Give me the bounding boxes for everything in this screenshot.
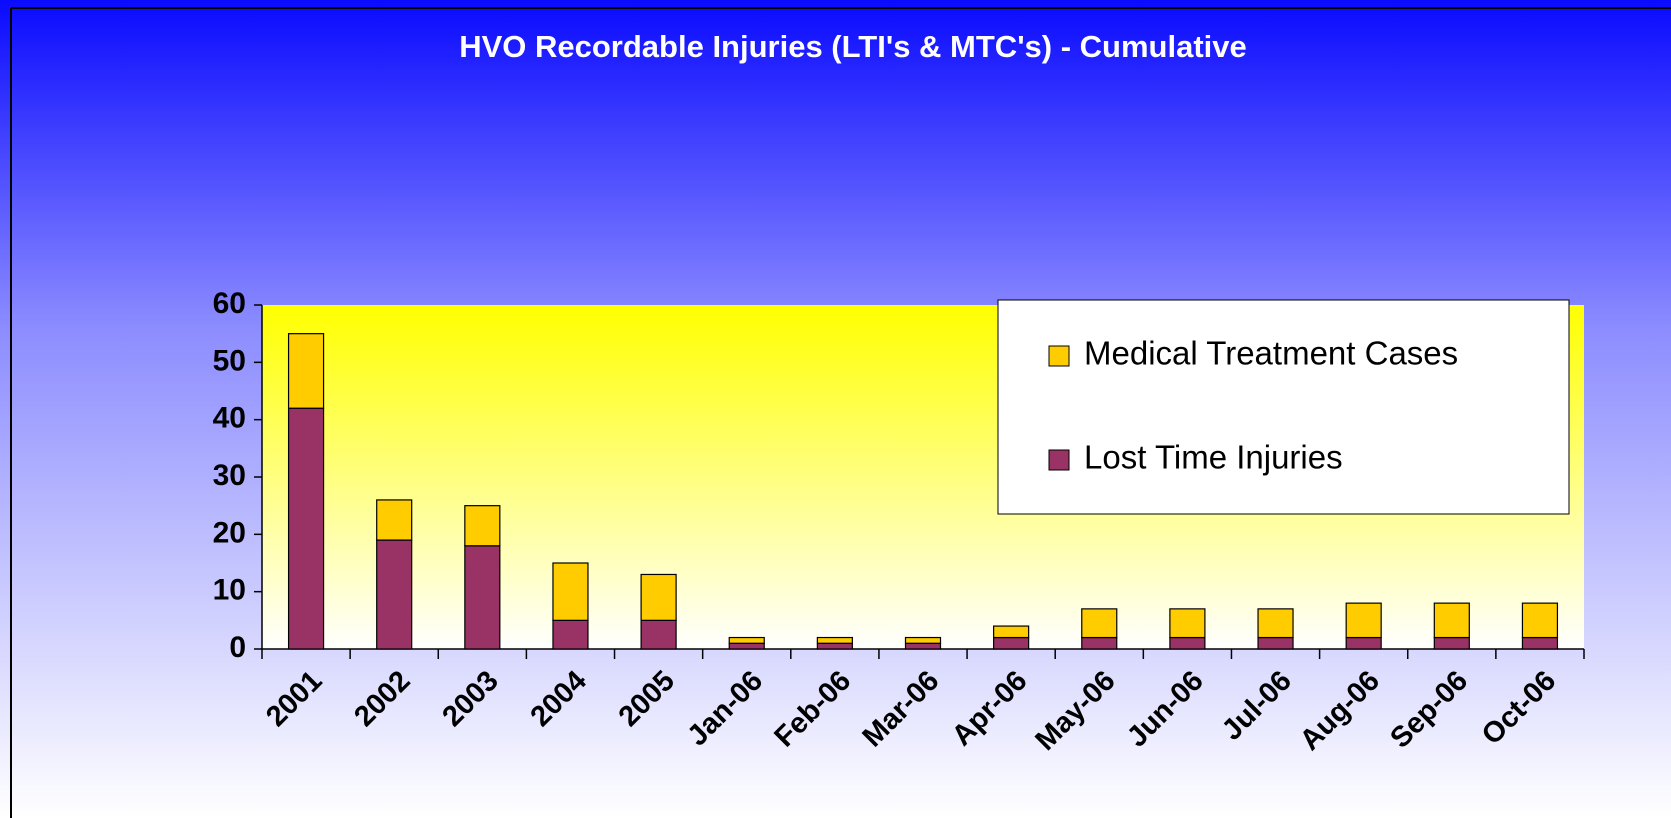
bar-segment [552, 619, 589, 650]
legend-swatch [1048, 345, 1070, 367]
y-tick-label: 40 [213, 402, 246, 435]
y-tick-label: 10 [213, 574, 246, 607]
bar-segment [1169, 608, 1206, 639]
bar-segment [1433, 636, 1470, 650]
y-tick-label: 20 [213, 516, 246, 549]
bar-segment [287, 407, 325, 650]
bar-segment [640, 619, 677, 650]
legend-swatch [1048, 449, 1070, 471]
bar-segment [993, 636, 1030, 650]
bar-segment [904, 636, 942, 644]
y-tick-label: 0 [229, 631, 246, 664]
bar-segment [1521, 602, 1559, 639]
bar-segment [728, 642, 765, 650]
bar-segment [816, 642, 853, 650]
legend-box [997, 299, 1570, 515]
y-tick-label: 60 [213, 287, 246, 320]
bar-segment [464, 505, 501, 547]
chart-title: HVO Recordable Injuries (LTI's & MTC's) … [459, 29, 1247, 64]
bar-segment [552, 562, 589, 621]
bar-segment [1169, 636, 1206, 650]
bar-segment [816, 636, 853, 644]
bar-segment [1345, 602, 1382, 639]
bar-segment [1081, 636, 1118, 650]
y-tick-label: 50 [213, 344, 246, 377]
bar-segment [376, 539, 413, 650]
bar-segment [728, 636, 765, 644]
bar-segment [1433, 602, 1470, 639]
bar-segment [1345, 636, 1382, 650]
bar-segment [376, 499, 413, 541]
bar-segment [1521, 636, 1559, 650]
legend-label: Medical Treatment Cases [1084, 335, 1458, 372]
y-tick-label: 30 [213, 459, 246, 492]
bar-segment [1257, 636, 1294, 650]
bar-segment [464, 545, 501, 650]
bar-segment [1081, 608, 1118, 639]
bar-segment [904, 642, 942, 650]
bar-segment [287, 333, 325, 409]
bar-segment [993, 625, 1030, 639]
bar-segment [1257, 608, 1294, 639]
legend-label: Lost Time Injuries [1084, 439, 1343, 476]
bar-segment [640, 573, 677, 621]
